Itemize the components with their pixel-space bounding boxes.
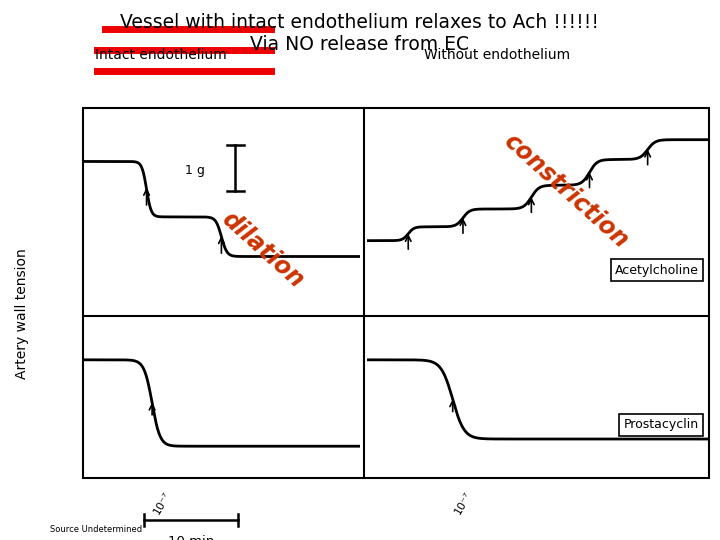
Text: Acetylcholine: Acetylcholine <box>615 264 699 276</box>
Text: dilation: dilation <box>217 206 309 292</box>
Text: 10 min: 10 min <box>168 535 214 540</box>
Text: Via NO release from EC: Via NO release from EC <box>251 35 469 54</box>
Text: 5.10⁻⁷: 5.10⁻⁷ <box>408 333 434 368</box>
Text: Vessel with intact endothelium relaxes to Ach !!!!!!: Vessel with intact endothelium relaxes t… <box>120 14 600 32</box>
Text: Without endothelium: Without endothelium <box>424 48 570 62</box>
Text: 5.10⁻⁴: 5.10⁻⁴ <box>590 333 616 368</box>
Text: 5.10⁻⁶: 5.10⁻⁶ <box>222 333 248 368</box>
Text: Artery wall tension: Artery wall tension <box>14 248 29 379</box>
Text: Prostacyclin: Prostacyclin <box>624 418 699 431</box>
Text: Source Undetermined: Source Undetermined <box>50 524 143 534</box>
Text: Intact endothelium: Intact endothelium <box>94 48 226 62</box>
Text: 10⁻⁷: 10⁻⁷ <box>152 490 173 516</box>
Text: 1 g: 1 g <box>185 164 204 177</box>
Text: 5.10⁻³: 5.10⁻³ <box>648 333 674 368</box>
Text: 5.10⁻⁵: 5.10⁻⁵ <box>531 333 557 368</box>
Text: 5.10⁻⁷: 5.10⁻⁷ <box>147 333 173 368</box>
Text: constriction: constriction <box>498 129 633 253</box>
Text: 10⁻⁷: 10⁻⁷ <box>453 490 474 516</box>
Text: 5.10⁻⁶: 5.10⁻⁶ <box>463 333 489 368</box>
